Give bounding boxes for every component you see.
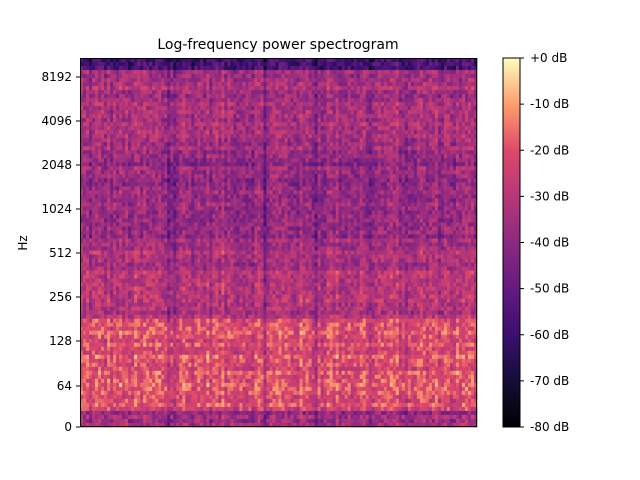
y-tick-label: 64 — [57, 379, 72, 393]
y-axis: 0 64 128 256 512 1024 2048 4096 8192 — [41, 70, 80, 434]
colorbar-tick-label: -40 dB — [530, 236, 569, 250]
colorbar-tick-label: +0 dB — [530, 51, 567, 65]
plot-frame — [80, 58, 477, 427]
colorbar-gradient — [502, 57, 521, 428]
y-tick-label: 512 — [49, 246, 72, 260]
colorbar-tick-label: -60 dB — [530, 328, 569, 342]
heatmap-plot — [80, 58, 478, 428]
colorbar-tick-label: -80 dB — [530, 420, 569, 434]
y-tick-label: 256 — [49, 290, 72, 304]
y-tick-label: 128 — [49, 334, 72, 348]
colorbar-tick-label: -50 dB — [530, 282, 569, 296]
colorbar-tick-label: -10 dB — [530, 97, 569, 111]
colorbar-ticks: +0 dB -10 dB -20 dB -30 dB -40 dB -50 dB -60 d… — [520, 51, 569, 434]
chart-title: Log-frequency power spectrogram — [157, 37, 398, 53]
colorbar: +0 dB -10 dB -20 dB -30 dB -40 dB -50 dB -60 d… — [502, 51, 569, 434]
colorbar-tick-label: -20 dB — [530, 143, 569, 157]
y-tick-label: 0 — [64, 420, 72, 434]
y-tick-label: 2048 — [41, 158, 72, 172]
colorbar-tick-label: -30 dB — [530, 189, 569, 203]
y-tick-label: 1024 — [41, 202, 72, 216]
heatmap-cells — [80, 58, 478, 428]
y-tick-label: 4096 — [41, 114, 72, 128]
y-axis-label: Hz — [16, 235, 30, 250]
y-tick-label: 8192 — [41, 70, 72, 84]
colorbar-tick-label: -70 dB — [530, 374, 569, 388]
